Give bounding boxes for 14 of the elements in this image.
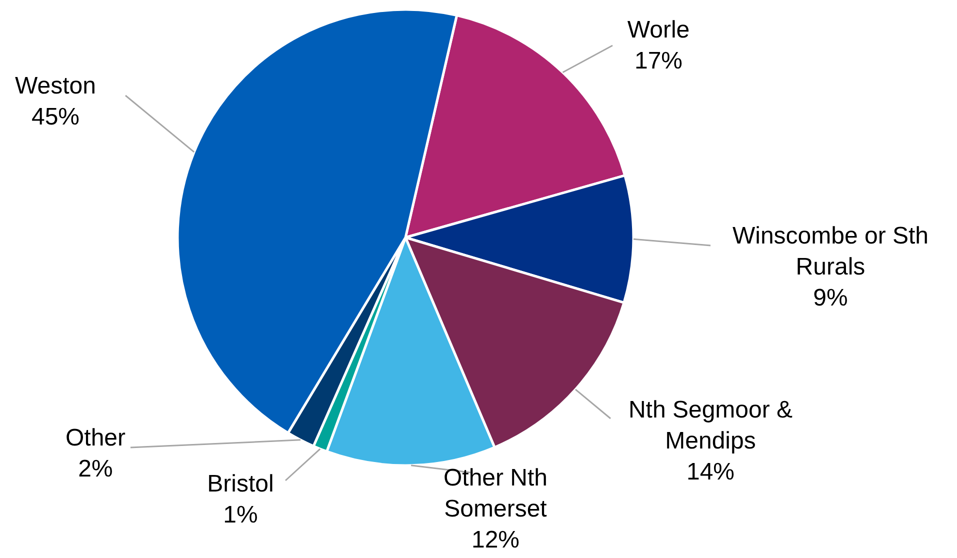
- slice-label: Other: [65, 424, 126, 452]
- data-label: 2%: [78, 456, 113, 483]
- slice-label: Winscombe or Sth Rurals: [732, 222, 929, 281]
- slice-label: Other Nth Somerset: [443, 464, 548, 523]
- data-label: 45%: [31, 104, 80, 131]
- data-label: 9%: [813, 284, 848, 312]
- slice-label: Weston: [15, 72, 96, 100]
- data-label: 14%: [686, 458, 735, 486]
- slice-label: Bristol: [207, 470, 274, 498]
- data-label: 12%: [471, 526, 520, 554]
- slice-label: Worle: [627, 16, 690, 44]
- data-label: 17%: [634, 48, 683, 75]
- data-label: 1%: [223, 502, 258, 529]
- slice-label: Nth Segmoor & Mendips: [628, 396, 793, 455]
